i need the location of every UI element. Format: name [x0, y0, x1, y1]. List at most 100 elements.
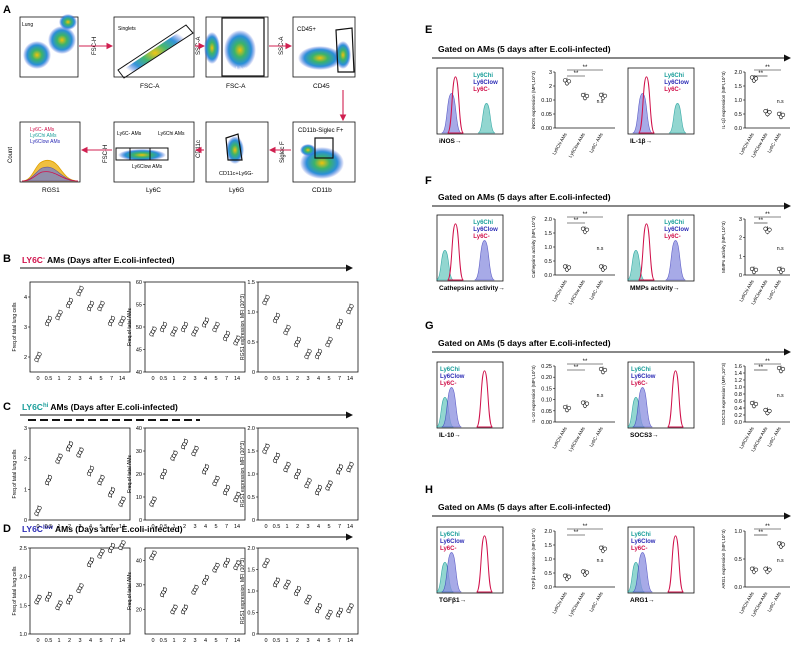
ns-label: n.s	[597, 393, 604, 399]
data-point	[767, 227, 772, 232]
y-tick-label: 0	[24, 518, 27, 524]
x-tick-label: 0.5	[160, 638, 168, 644]
y-tick-label: 0	[252, 518, 255, 524]
data-point	[566, 265, 572, 270]
y-tick-label: 0.5	[544, 259, 552, 265]
data-point	[100, 549, 105, 554]
panel-b-header: LY6C- AMs (Days after E.coli-infected)	[20, 255, 353, 272]
y-tick-label: 2.0	[247, 546, 255, 552]
sig-label: **	[765, 65, 770, 71]
data-point	[780, 112, 786, 117]
y-tick-label: 4	[24, 295, 27, 301]
data-point	[749, 566, 755, 571]
x-tick-label: 5	[214, 638, 217, 644]
y-tick-label: 0.10	[541, 98, 552, 104]
data-point	[338, 464, 344, 469]
data-point	[602, 546, 608, 551]
gate-label-live: Live	[236, 67, 248, 73]
data-point	[68, 441, 74, 446]
data-point	[776, 266, 782, 271]
data-point	[215, 562, 220, 568]
data-point	[47, 316, 53, 321]
y-axis-label: Cathepsins activity (MFI,10^3)	[531, 216, 536, 278]
x-tick-label: 0.5	[273, 376, 281, 382]
x-tick-label: 4	[89, 638, 92, 644]
y-tick-label: 0.0	[544, 273, 552, 279]
legend-low: Ly6Clow	[631, 539, 656, 545]
data-point	[47, 475, 53, 480]
x-tick-label: 14	[234, 638, 240, 644]
y-axis-label: TGFβ1 expression (MFI,10^3)	[531, 528, 536, 590]
data-point	[204, 317, 210, 322]
svg-text:Gated on AMs (5 days after E.c: Gated on AMs (5 days after E.coli-infect…	[438, 338, 611, 348]
sig-label: **	[758, 71, 763, 77]
data-point	[598, 92, 604, 97]
x-tick-label: 14	[119, 376, 125, 382]
ns-label: n.s	[597, 99, 604, 105]
panel-label-e: E	[425, 24, 432, 36]
x-tick-label: 3	[78, 376, 81, 382]
data-point	[236, 335, 241, 340]
y-tick-label: 1.0	[734, 98, 742, 104]
legend-low: Ly6Clow	[631, 374, 656, 380]
legend-hi: Ly6Chi	[440, 532, 460, 538]
sig-label: **	[758, 530, 763, 536]
plot-frame	[29, 547, 131, 635]
y-axis-label: Freq.of tatal lung cells	[12, 566, 18, 615]
y-axis-label: Freq.of tatal AMs	[127, 455, 133, 493]
ns-label: n.s	[777, 393, 784, 399]
data-point	[776, 541, 782, 546]
x-tick-label: 7	[110, 524, 113, 530]
marker-label: TGFβ1→	[439, 597, 466, 604]
x-tick-label: 1	[285, 376, 288, 382]
panel-label-h: H	[425, 484, 433, 496]
legend-low: Ly6Clow	[664, 227, 689, 233]
y-tick-label: 1.0	[544, 245, 552, 251]
y-axis-label: RGS1 expression. MFI (10^3)	[240, 558, 246, 624]
gate-label-lung: Lung	[22, 22, 33, 28]
histogram-ly6c-low	[441, 552, 462, 593]
sig-label: **	[574, 530, 579, 536]
data-point	[580, 569, 586, 574]
data-point	[763, 226, 768, 231]
data-point	[753, 401, 759, 407]
data-point	[121, 496, 126, 501]
data-point	[749, 400, 755, 406]
plot-frame	[144, 427, 246, 521]
x-tick-label: 2	[296, 376, 299, 382]
data-point	[562, 264, 568, 269]
data-point	[79, 286, 84, 291]
chart-C1: 0 1 2 3 Freq.of tatal lung cells 0 0.5 1 2 3 4 5 7 14	[12, 426, 131, 530]
x-tick-label: 14	[347, 524, 353, 530]
x-tick-label: 14	[234, 524, 240, 530]
data-point	[566, 405, 572, 411]
data-point	[89, 301, 95, 306]
svg-text:Gated on AMs (5 days after E.c: Gated on AMs (5 days after E.coli-infect…	[438, 502, 611, 512]
data-point	[236, 492, 241, 497]
chart-E2: 0.0 0.5 1.0 1.5 2.0 IL-1β expression (MFI,10^…	[721, 65, 790, 158]
y-tick-label: 1.5	[247, 280, 255, 286]
gate-label-cd45: CD45+	[297, 27, 316, 33]
y-tick-label: 2.0	[19, 575, 27, 581]
data-point	[194, 446, 199, 451]
y-tick-label: 0.5	[734, 557, 742, 563]
x-tick-label: 4	[89, 524, 92, 530]
panel-label-b: B	[3, 253, 11, 265]
panel-e-header: Gated on AMs (5 days after E.coli-infect…	[432, 44, 791, 62]
y-tick-label: 40	[136, 558, 142, 564]
legend-neg: Ly6C-	[664, 87, 680, 93]
data-point	[110, 543, 116, 548]
panel-label-g: G	[425, 320, 434, 332]
histogram-ly6c-low	[632, 552, 653, 593]
svg-text:LY6Clow AMs (Days after E.coli: LY6Clow AMs (Days after E.coli-infected)	[22, 524, 183, 534]
panel-f-header: Gated on AMs (5 days after E.coli-infect…	[432, 192, 791, 210]
x-tick-label: 1	[172, 638, 175, 644]
panel-label-c: C	[3, 401, 11, 413]
data-point	[173, 450, 178, 455]
data-point	[562, 404, 568, 410]
ns-label: n.s	[777, 99, 784, 105]
legend-low: Ly6Clow	[440, 374, 465, 380]
axis-fsc-h-2: FSC-H	[103, 145, 109, 163]
data-point	[225, 558, 231, 563]
